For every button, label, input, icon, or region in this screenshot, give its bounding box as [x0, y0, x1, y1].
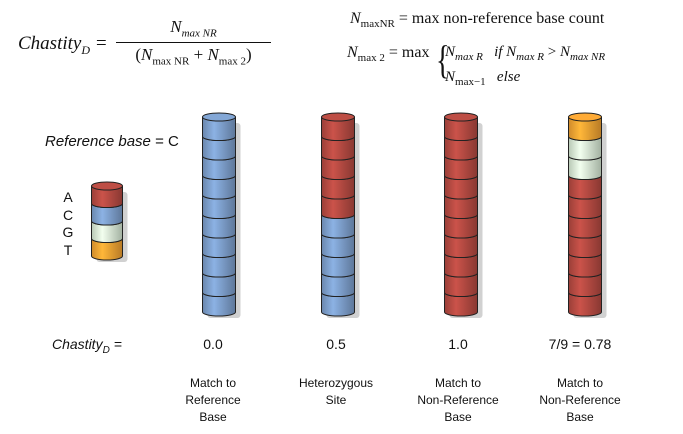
stack-column-1-segment-6 [202, 233, 236, 258]
chastity-value-3: 1.0 [448, 336, 468, 352]
stack-column-3-segment-6 [444, 233, 478, 258]
stack-column-2-segment-5 [321, 214, 355, 239]
stack-column-4-segment-1 [568, 136, 602, 161]
column-caption-2: Heterozygous Site [298, 376, 374, 407]
column-caption-3: Match to Non-Reference Base [417, 376, 499, 424]
legend-stack-segment-0 [91, 185, 123, 208]
stack-column-2-segment-4 [321, 194, 355, 219]
chastity-value-4: 7/9 = 0.78 [548, 336, 612, 352]
stack-column-1-segment-4 [202, 194, 236, 219]
definition-max2: Nmax 2 = max [347, 44, 430, 65]
stack-column-4-segment-6 [568, 233, 602, 258]
stack-column-1-segment-9 [202, 292, 236, 317]
stack-column-2-segment-top-0 [321, 112, 355, 122]
legend-stack-segment-1 [91, 203, 123, 226]
legend-stack-segment-top-0 [91, 181, 123, 191]
case-brace: { [436, 37, 450, 82]
stack-column-4-segment-4 [568, 194, 602, 219]
legend-letter-g: G [62, 224, 74, 240]
chastity-formula-lhs: ChastityD = [18, 33, 108, 57]
legend-letters: A C G T [60, 189, 76, 259]
legend-stack-segment-2 [91, 220, 123, 243]
formula-numerator: Nmax NR [170, 17, 217, 40]
stack-column-2-segment-2 [321, 155, 355, 180]
stack-column-1 [202, 112, 241, 318]
legend-stack [91, 181, 128, 262]
stack-column-4-segment-9 [568, 292, 602, 317]
stack-column-4-segment-8 [568, 272, 602, 297]
stack-column-2-segment-1 [321, 136, 355, 161]
column-caption-1: Match to Reference Base [185, 376, 241, 424]
stack-column-2-segment-3 [321, 175, 355, 200]
stack-column-2-segment-7 [321, 253, 355, 278]
reference-base-label: Reference base = C [45, 133, 179, 150]
stack-column-3-segment-2 [444, 155, 478, 180]
stack-column-1-segment-2 [202, 155, 236, 180]
stack-column-1-segment-1 [202, 136, 236, 161]
stack-column-3 [444, 112, 483, 318]
fraction-bar [116, 42, 271, 43]
stack-column-2-segment-9 [321, 292, 355, 317]
legend-stack-segment-3 [91, 238, 123, 261]
stack-column-2 [321, 112, 360, 318]
stack-column-4-segment-top-0 [568, 112, 602, 122]
stack-column-1-segment-3 [202, 175, 236, 200]
stack-column-1-segment-0 [202, 116, 236, 141]
stack-column-3-segment-4 [444, 194, 478, 219]
stack-column-3-segment-top-0 [444, 112, 478, 122]
stack-column-3-segment-9 [444, 292, 478, 317]
chastity-row-label: ChastityD = [52, 336, 122, 356]
stack-column-4-segment-3 [568, 175, 602, 200]
stack-column-4-segment-5 [568, 214, 602, 239]
stack-column-3-segment-3 [444, 175, 478, 200]
legend-letter-c: C [62, 206, 74, 223]
formula-denominator: (Nmax NR + Nmax 2) [135, 45, 252, 68]
stack-column-4 [568, 112, 607, 318]
stack-column-3-segment-5 [444, 214, 478, 239]
stack-column-2-segment-8 [321, 272, 355, 297]
stack-column-1-segment-8 [202, 272, 236, 297]
definition-max-nonref: NmaxNR = max non-reference base count [350, 10, 605, 31]
stack-column-4-segment-2 [568, 155, 602, 180]
legend-letter-t: T [63, 241, 73, 258]
stack-column-2-segment-6 [321, 233, 355, 258]
stack-column-2-segment-0 [321, 116, 355, 141]
stack-column-3-segment-1 [444, 136, 478, 161]
stack-column-1-segment-top-0 [202, 112, 236, 122]
stack-column-4-segment-0 [568, 116, 602, 141]
definition-case-1: Nmax R if Nmax R > Nmax NR [445, 44, 606, 63]
stack-column-3-segment-0 [444, 116, 478, 141]
chastity-value-1: 0.0 [203, 336, 223, 352]
column-caption-4: Match to Non-Reference Base [539, 376, 621, 424]
legend-letter-a: A [63, 189, 73, 205]
stack-column-1-segment-7 [202, 253, 236, 278]
definition-case-2: Nmax−1 else [445, 69, 521, 88]
stack-column-3-segment-8 [444, 272, 478, 297]
stack-column-1-segment-5 [202, 214, 236, 239]
stack-column-3-segment-7 [444, 253, 478, 278]
chastity-formula-fraction: Nmax NR (Nmax NR + Nmax 2) [116, 17, 271, 67]
stack-column-4-segment-7 [568, 253, 602, 278]
chastity-value-2: 0.5 [326, 336, 346, 352]
